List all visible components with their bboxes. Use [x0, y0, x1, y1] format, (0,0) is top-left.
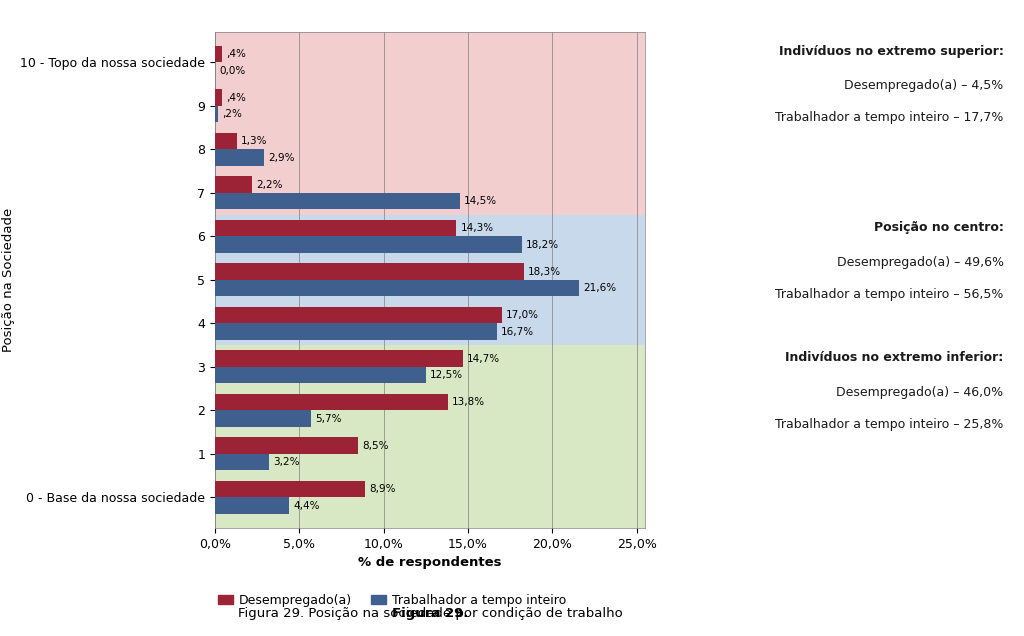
Text: 2,9%: 2,9% [268, 153, 295, 163]
Y-axis label: Posição na Sociedade: Posição na Sociedade [2, 208, 14, 352]
Text: 14,5%: 14,5% [464, 196, 497, 206]
Text: Trabalhador a tempo inteiro – 17,7%: Trabalhador a tempo inteiro – 17,7% [775, 111, 1004, 124]
Text: 12,5%: 12,5% [430, 370, 463, 380]
Text: 18,2%: 18,2% [526, 240, 559, 249]
Text: Indivíduos no extremo inferior:: Indivíduos no extremo inferior: [785, 352, 1004, 364]
Text: Posição no centro:: Posição no centro: [873, 221, 1004, 234]
Bar [215, 394, 447, 410]
Bar [215, 454, 269, 471]
Text: 8,5%: 8,5% [362, 441, 389, 451]
Bar [215, 89, 222, 106]
Bar [215, 367, 426, 384]
Text: 4,4%: 4,4% [294, 501, 319, 511]
Text: ,4%: ,4% [226, 92, 246, 102]
Text: Figura 29.: Figura 29. [392, 607, 468, 620]
Text: ,2%: ,2% [222, 109, 243, 119]
Bar [215, 214, 645, 345]
Text: 5,7%: 5,7% [315, 413, 342, 424]
Bar [215, 133, 237, 149]
Text: Figura 29. Posição na sociedade por condição de trabalho: Figura 29. Posição na sociedade por cond… [238, 607, 623, 620]
Text: 8,9%: 8,9% [370, 484, 396, 494]
Bar [215, 237, 522, 253]
Text: ,4%: ,4% [226, 49, 246, 59]
Bar [215, 280, 580, 296]
Bar [215, 307, 502, 323]
Text: 0,0%: 0,0% [219, 66, 246, 76]
Bar [215, 350, 463, 367]
Bar [215, 497, 289, 514]
Bar [215, 176, 252, 193]
Text: Trabalhador a tempo inteiro – 25,8%: Trabalhador a tempo inteiro – 25,8% [775, 418, 1004, 431]
Text: 14,3%: 14,3% [461, 223, 494, 233]
Text: 21,6%: 21,6% [584, 283, 616, 293]
Text: 1,3%: 1,3% [242, 136, 267, 146]
Bar [215, 438, 358, 454]
Text: Desempregado(a) – 4,5%: Desempregado(a) – 4,5% [844, 80, 1004, 92]
Bar [215, 193, 460, 209]
Text: Indivíduos no extremo superior:: Indivíduos no extremo superior: [778, 45, 1004, 57]
Bar [215, 345, 645, 528]
Bar [215, 481, 366, 497]
Bar [215, 263, 523, 280]
Text: 18,3%: 18,3% [528, 266, 561, 277]
Bar [215, 149, 264, 166]
Legend: Desempregado(a), Trabalhador a tempo inteiro: Desempregado(a), Trabalhador a tempo int… [213, 589, 571, 612]
Bar [215, 410, 311, 427]
Text: 14,7%: 14,7% [467, 354, 501, 364]
Text: Desempregado(a) – 46,0%: Desempregado(a) – 46,0% [837, 387, 1004, 399]
Text: Figura 29. Posição na sociedade por condição de trabalho: Figura 29. Posição na sociedade por cond… [238, 607, 623, 620]
Text: 2,2%: 2,2% [256, 179, 283, 190]
Bar [215, 220, 457, 237]
Text: 3,2%: 3,2% [273, 457, 300, 467]
Text: 17,0%: 17,0% [506, 310, 539, 320]
Text: Desempregado(a) – 49,6%: Desempregado(a) – 49,6% [837, 256, 1004, 269]
Text: Trabalhador a tempo inteiro – 56,5%: Trabalhador a tempo inteiro – 56,5% [775, 287, 1004, 301]
Text: 16,7%: 16,7% [501, 327, 535, 336]
Bar [215, 32, 645, 214]
Bar [215, 46, 222, 62]
Bar [215, 106, 218, 122]
X-axis label: % de respondentes: % de respondentes [358, 556, 502, 569]
Text: 13,8%: 13,8% [452, 397, 485, 407]
Bar [215, 323, 497, 340]
